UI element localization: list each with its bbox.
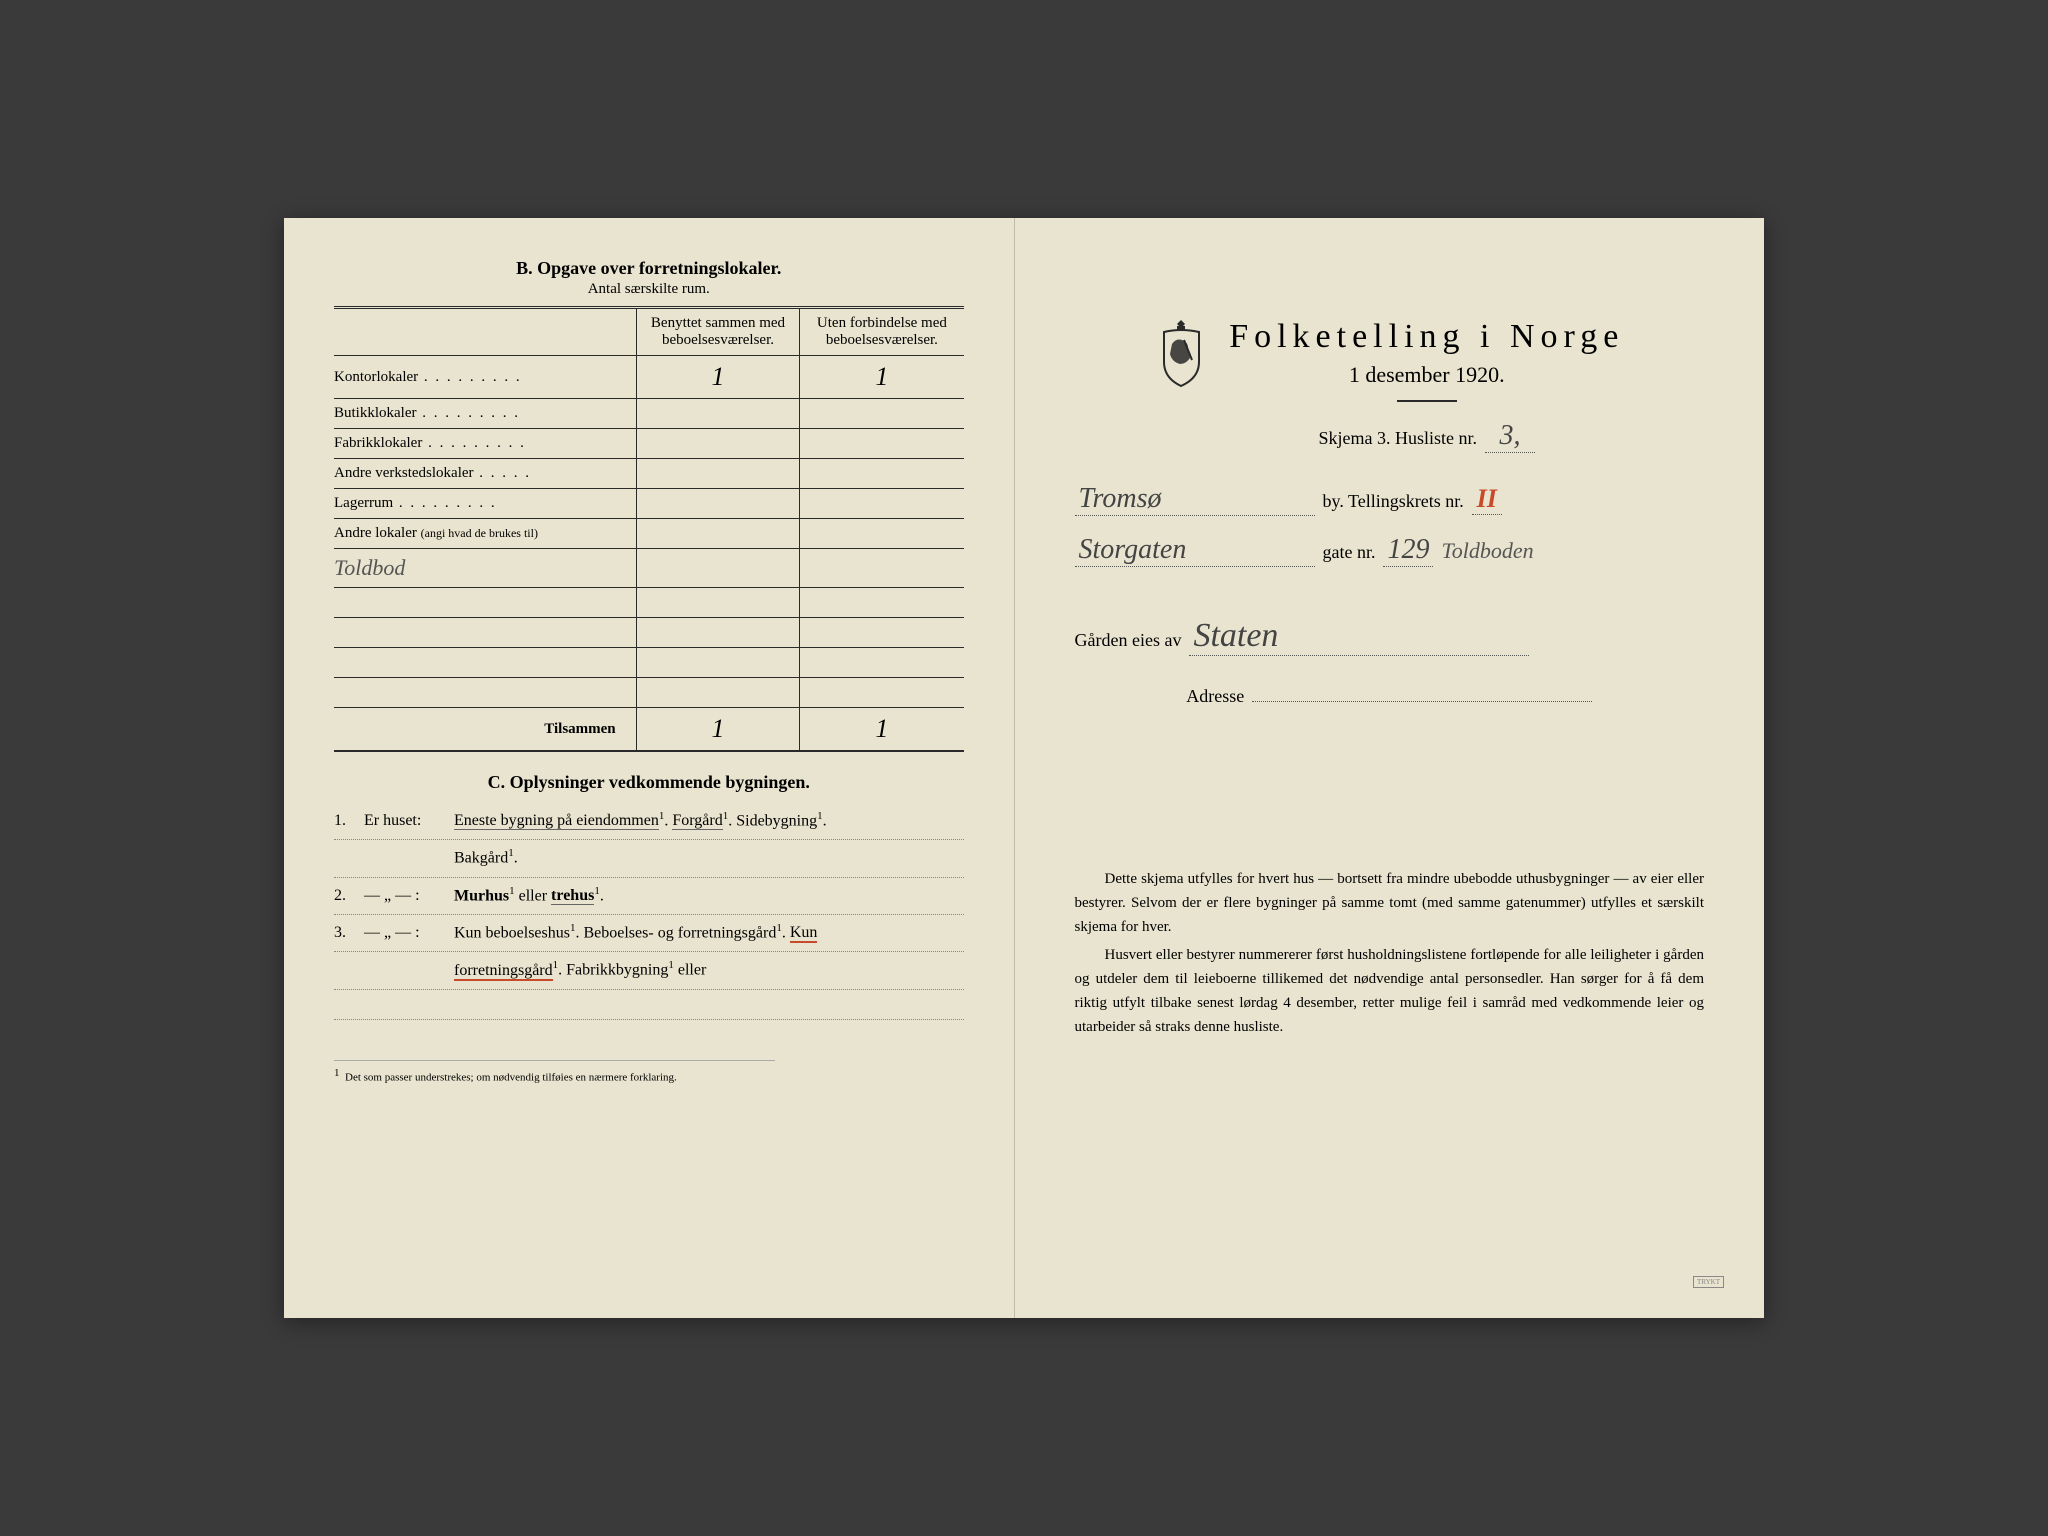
- city-value: Tromsø: [1075, 483, 1315, 516]
- table-row: Kontorlokaler 1 1: [334, 356, 964, 399]
- title-block: Folketelling i Norge 1 desember 1920. Sk…: [1075, 318, 1705, 453]
- census-form-spread: B. Opgave over forretningslokaler. Antal…: [284, 218, 1764, 1318]
- question-3-cont: forretningsgård1. Fabrikkbygning1 eller: [334, 954, 964, 989]
- question-2: 2. — „ — : Murhus1 eller trehus1.: [334, 880, 964, 915]
- section-b-title: B. Opgave over forretningslokaler.: [334, 258, 964, 279]
- question-1: 1. Er huset: Eneste bygning på eiendomme…: [334, 805, 964, 840]
- street-annotation: Toldboden: [1441, 538, 1533, 564]
- table-row: Butikklokaler: [334, 399, 964, 429]
- table-row: Toldbod: [334, 549, 964, 588]
- printer-mark: TRYKT: [1693, 1276, 1724, 1288]
- husliste-nr-value: 3,: [1485, 420, 1535, 453]
- question-3: 3. — „ — : Kun beboelseshus1. Beboelses-…: [334, 917, 964, 952]
- krets-nr-value: II: [1472, 484, 1502, 515]
- coat-of-arms-icon: [1154, 318, 1209, 388]
- left-page: B. Opgave over forretningslokaler. Antal…: [284, 218, 1015, 1318]
- husliste-line: Skjema 3. Husliste nr. 3,: [1229, 420, 1624, 453]
- section-b-subtitle: Antal særskilte rum.: [334, 281, 964, 298]
- col-header-shared: Benyttet sammen med beboelsesværelser.: [636, 308, 800, 356]
- street-line: Storgaten gate nr. 129 Toldboden: [1075, 534, 1705, 567]
- date-line: 1 desember 1920.: [1229, 362, 1624, 388]
- city-line: Tromsø by. Tellingskrets nr. II: [1075, 483, 1705, 516]
- address-line: Adresse: [1075, 686, 1705, 707]
- table-total-row: Tilsammen 1 1: [334, 708, 964, 752]
- table-row: [334, 648, 964, 678]
- table-row: [334, 588, 964, 618]
- blank-line: [334, 992, 964, 1020]
- section-c-heading: C. Oplysninger vedkommende bygningen.: [334, 772, 964, 793]
- col-header-separate: Uten forbindelse med beboelsesværelser.: [800, 308, 964, 356]
- instructions-text: Dette skjema utfylles for hvert hus — bo…: [1075, 867, 1705, 1039]
- question-1-cont: Bakgård1.: [334, 842, 964, 877]
- right-page: Folketelling i Norge 1 desember 1920. Sk…: [1015, 218, 1765, 1318]
- gate-nr-value: 129: [1383, 534, 1433, 567]
- owner-value: Staten: [1189, 617, 1529, 656]
- table-row: Andre lokaler (angi hvad de brukes til): [334, 519, 964, 549]
- business-premises-table: Benyttet sammen med beboelsesværelser. U…: [334, 306, 964, 752]
- main-title: Folketelling i Norge: [1229, 318, 1624, 356]
- address-value: [1252, 701, 1592, 702]
- table-row: [334, 618, 964, 648]
- footnote: 1 Det som passer understrekes; om nødven…: [334, 1060, 775, 1084]
- section-b-header: B. Opgave over forretningslokaler. Antal…: [334, 258, 964, 298]
- handwritten-entry: Toldbod: [334, 549, 636, 588]
- street-value: Storgaten: [1075, 534, 1315, 567]
- table-row: Andre verkstedslokaler: [334, 459, 964, 489]
- table-row: [334, 678, 964, 708]
- owner-line: Gården eies av Staten: [1075, 617, 1705, 656]
- table-row: Fabrikklokaler: [334, 429, 964, 459]
- table-row: Lagerrum: [334, 489, 964, 519]
